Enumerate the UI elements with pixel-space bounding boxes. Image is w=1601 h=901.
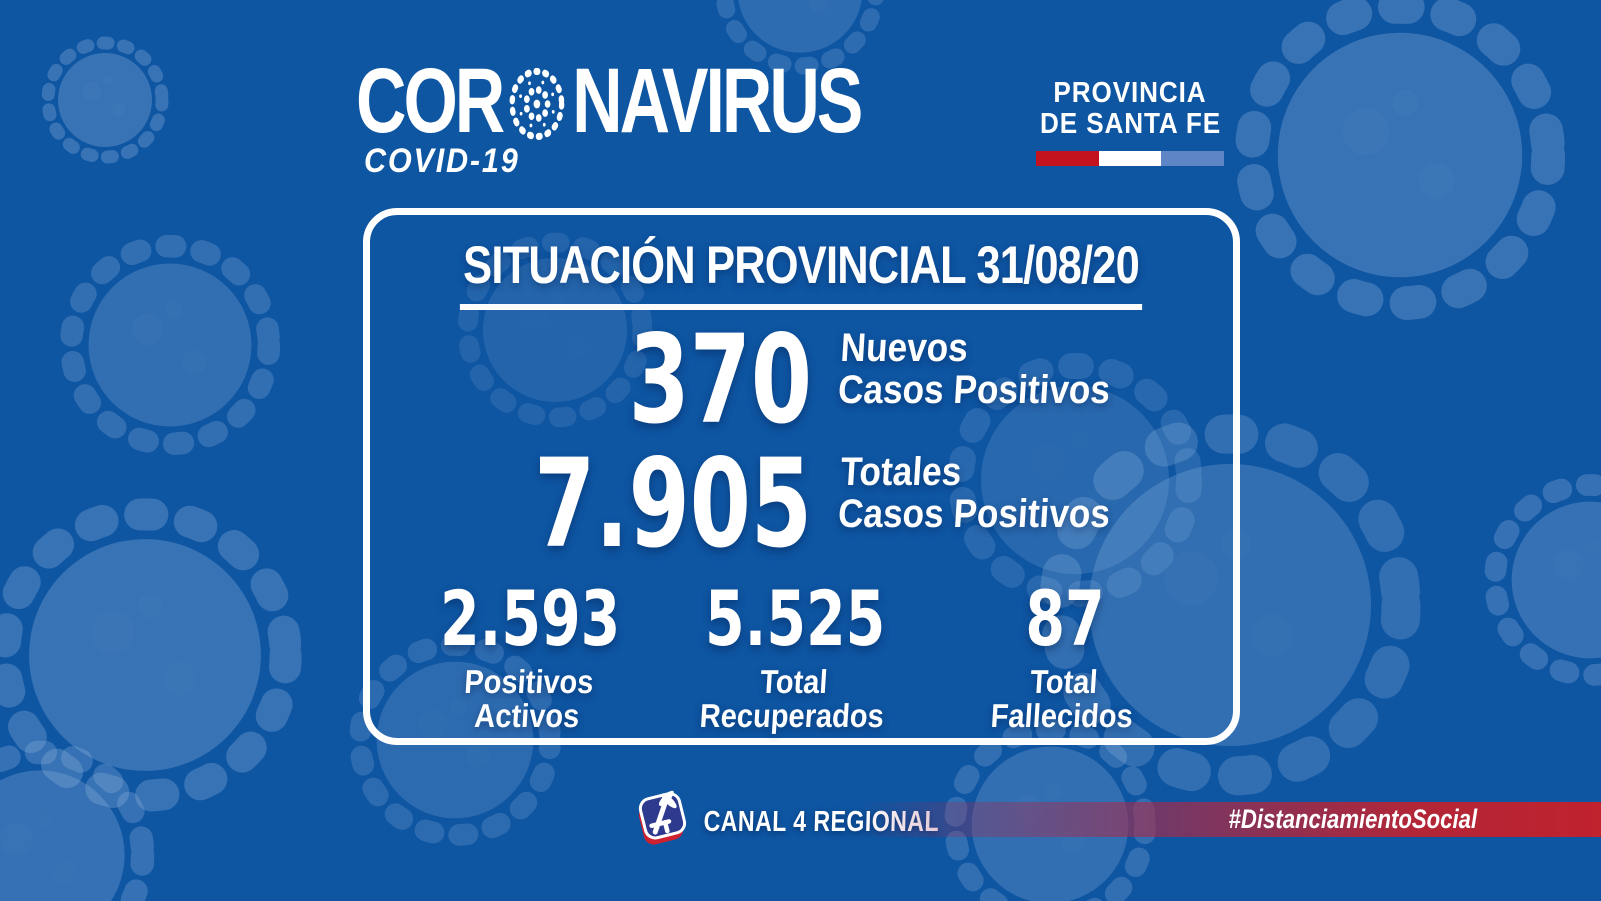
stat-new-cases-value: 370 xyxy=(628,309,812,451)
hashtag-band: #DistanciamientoSocial xyxy=(858,802,1601,837)
main-title: COR NAVIRUS xyxy=(356,50,863,152)
stat-deceased-value: 87 xyxy=(1025,574,1105,663)
stat-active-label: Positivos Activos xyxy=(463,663,595,734)
province-flag-blue xyxy=(1161,151,1225,166)
virus-watermark xyxy=(1205,0,1595,350)
stat-recovered: 5.525 Total Recuperados xyxy=(675,574,915,735)
canal-4-logo xyxy=(638,790,687,845)
virus-watermark xyxy=(30,25,180,175)
stat-recovered-label: Total Recuperados xyxy=(698,663,886,734)
virus-watermark xyxy=(1465,455,1601,705)
virus-watermark xyxy=(0,720,175,901)
virus-watermark xyxy=(0,470,330,840)
main-title-part2: NAVIRUS xyxy=(572,50,863,152)
province-flag-bar xyxy=(1036,151,1225,166)
stat-active-value: 2.593 xyxy=(440,574,621,663)
panel-title: SITUACIÓN PROVINCIAL 31/08/20 xyxy=(460,239,1143,310)
province-flag-white xyxy=(1098,151,1162,166)
stat-active: 2.593 Positivos Activos xyxy=(410,574,650,735)
stat-total-cases-label: Totales Casos Positivos xyxy=(836,450,1112,536)
hashtag-text: #DistanciamientoSocial xyxy=(1228,804,1477,834)
stat-recovered-value: 5.525 xyxy=(705,574,886,663)
virus-icon xyxy=(509,67,565,141)
stat-total-cases-value: 7.905 xyxy=(534,433,812,575)
province-flag-red xyxy=(1036,151,1099,166)
province-logo: PROVINCIA DE SANTA FE xyxy=(1030,78,1230,166)
stat-deceased: 87 Total Fallecidos xyxy=(945,574,1185,735)
virus-watermark xyxy=(40,215,300,475)
stat-new-cases-label: Nuevos Casos Positivos xyxy=(836,326,1112,412)
stats-panel: SITUACIÓN PROVINCIAL 31/08/20 370 Nuevos… xyxy=(363,208,1240,745)
main-title-part1: COR xyxy=(356,50,505,152)
province-line2: DE SANTA FE xyxy=(1040,108,1222,140)
covid19-subtitle: COVID-19 xyxy=(364,142,520,180)
stat-deceased-label: Total Fallecidos xyxy=(989,663,1135,734)
province-line1: PROVINCIA xyxy=(1053,77,1207,109)
